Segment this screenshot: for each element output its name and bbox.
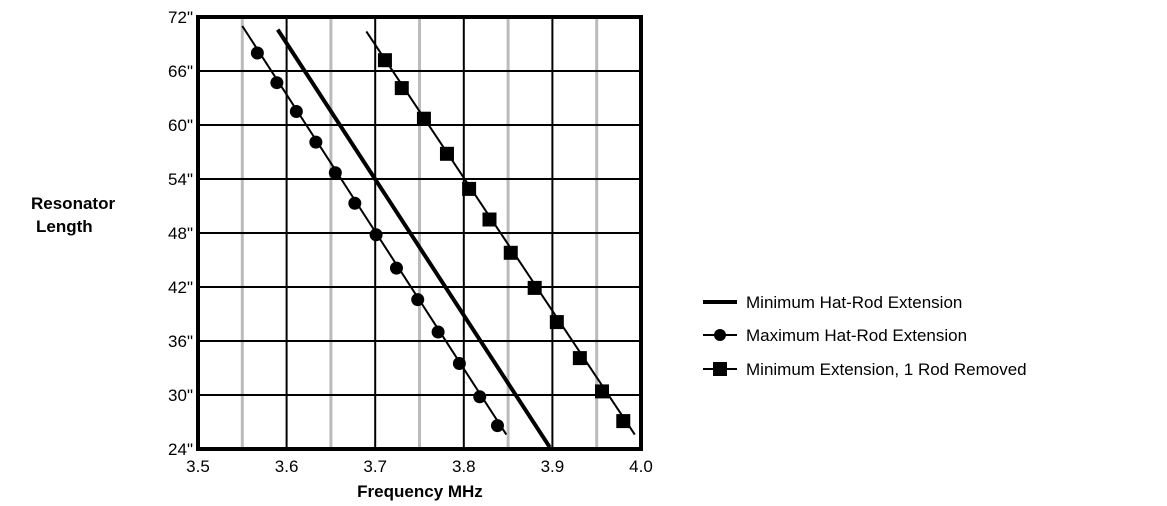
data-point-circle bbox=[289, 105, 303, 118]
legend-label: Minimum Extension, 1 Rod Removed bbox=[746, 360, 1027, 379]
y-axis-title-line-1: Resonator bbox=[31, 194, 115, 213]
data-point-square bbox=[549, 315, 564, 330]
series-line bbox=[276, 28, 552, 449]
plot-frame bbox=[196, 15, 643, 451]
y-tick-label: 24" bbox=[168, 440, 193, 459]
x-tick-label: 3.9 bbox=[541, 457, 565, 476]
x-tick-label: 4.0 bbox=[629, 457, 653, 476]
data-point-square bbox=[595, 384, 610, 399]
y-tick-label: 72" bbox=[168, 8, 193, 27]
data-point-circle bbox=[389, 261, 403, 275]
legend-swatch-square-marker bbox=[713, 362, 727, 376]
legend-item-maximum-hat-rod-extension: Maximum Hat-Rod Extension bbox=[703, 326, 967, 345]
data-point-square bbox=[503, 245, 518, 260]
y-tick-label: 54" bbox=[168, 170, 193, 189]
data-point-circle bbox=[411, 293, 425, 307]
series-layer bbox=[241, 25, 636, 449]
y-axis-title-line-2: Length bbox=[36, 217, 93, 236]
data-point-circle bbox=[348, 196, 362, 210]
grid bbox=[198, 17, 641, 449]
data-point-square bbox=[416, 111, 431, 126]
legend-swatch-circle-marker bbox=[714, 329, 726, 341]
y-tick-label: 42" bbox=[168, 278, 193, 297]
x-tick-label: 3.5 bbox=[186, 457, 210, 476]
series-3 bbox=[365, 30, 636, 436]
data-point-circle bbox=[369, 228, 383, 242]
data-point-circle bbox=[328, 166, 342, 180]
legend-label: Minimum Hat-Rod Extension bbox=[746, 293, 962, 312]
legend-item-minimum-hat-rod-extension: Minimum Hat-Rod Extension bbox=[703, 293, 962, 312]
data-point-square bbox=[616, 414, 631, 429]
y-tick-label: 30" bbox=[168, 386, 193, 405]
data-point-square bbox=[439, 146, 454, 161]
x-tick-label: 3.6 bbox=[275, 457, 299, 476]
data-point-circle bbox=[431, 325, 445, 339]
x-axis-title: Frequency MHz bbox=[357, 482, 483, 501]
legend-item-minimum-extension-1-rod-removed: Minimum Extension, 1 Rod Removed bbox=[703, 360, 1027, 379]
series-line bbox=[365, 30, 636, 436]
y-tick-label: 36" bbox=[168, 332, 193, 351]
y-tick-labels: 24" 30" 36" 42" 48" 54" 60" 66" 72" bbox=[168, 8, 193, 459]
y-tick-label: 48" bbox=[168, 224, 193, 243]
data-point-square bbox=[377, 53, 392, 68]
legend: Minimum Hat-Rod Extension Maximum Hat-Ro… bbox=[703, 293, 1027, 379]
data-point-circle bbox=[490, 419, 504, 433]
data-point-square bbox=[482, 212, 497, 227]
y-tick-label: 66" bbox=[168, 62, 193, 81]
data-point-circle bbox=[473, 390, 487, 404]
x-tick-label: 3.8 bbox=[452, 457, 476, 476]
x-tick-labels: 3.5 3.6 3.7 3.8 3.9 4.0 bbox=[186, 457, 653, 476]
series-2 bbox=[241, 25, 508, 436]
data-point-circle bbox=[452, 357, 466, 370]
data-point-circle bbox=[309, 135, 323, 149]
series-1 bbox=[276, 28, 552, 449]
data-point-square bbox=[572, 351, 587, 366]
legend-label: Maximum Hat-Rod Extension bbox=[746, 326, 967, 345]
data-point-square bbox=[527, 280, 542, 295]
x-tick-label: 3.7 bbox=[363, 457, 387, 476]
data-point-circle bbox=[270, 76, 284, 90]
data-point-square bbox=[462, 181, 477, 196]
data-point-square bbox=[394, 81, 409, 96]
y-tick-label: 60" bbox=[168, 116, 193, 135]
data-point-circle bbox=[250, 46, 264, 60]
